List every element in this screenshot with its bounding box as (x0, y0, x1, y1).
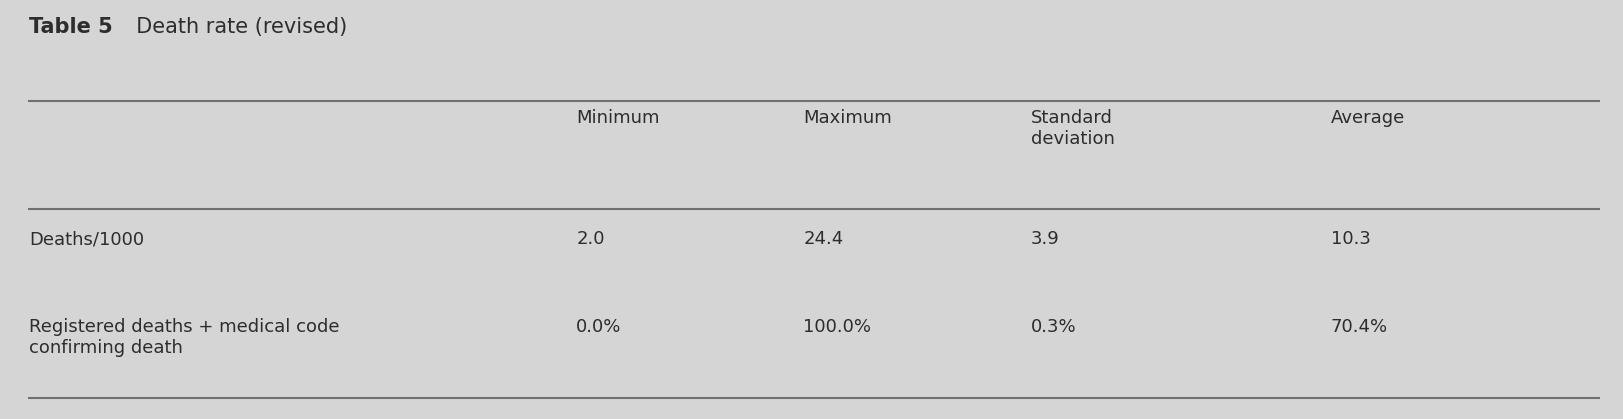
Text: 70.4%: 70.4% (1331, 318, 1388, 336)
Text: Registered deaths + medical code
confirming death: Registered deaths + medical code confirm… (29, 318, 339, 357)
Text: 0.0%: 0.0% (576, 318, 622, 336)
Text: Standard
deviation: Standard deviation (1031, 109, 1115, 148)
Text: 10.3: 10.3 (1331, 230, 1371, 248)
Text: Death rate (revised): Death rate (revised) (123, 17, 347, 37)
Text: 100.0%: 100.0% (803, 318, 872, 336)
Text: Deaths/1000: Deaths/1000 (29, 230, 144, 248)
Text: Minimum: Minimum (576, 109, 659, 127)
Text: Maximum: Maximum (803, 109, 893, 127)
Text: 2.0: 2.0 (576, 230, 605, 248)
Text: Table 5: Table 5 (29, 17, 114, 37)
Text: 0.3%: 0.3% (1031, 318, 1076, 336)
Text: Average: Average (1331, 109, 1406, 127)
Text: 3.9: 3.9 (1031, 230, 1060, 248)
Text: 24.4: 24.4 (803, 230, 844, 248)
